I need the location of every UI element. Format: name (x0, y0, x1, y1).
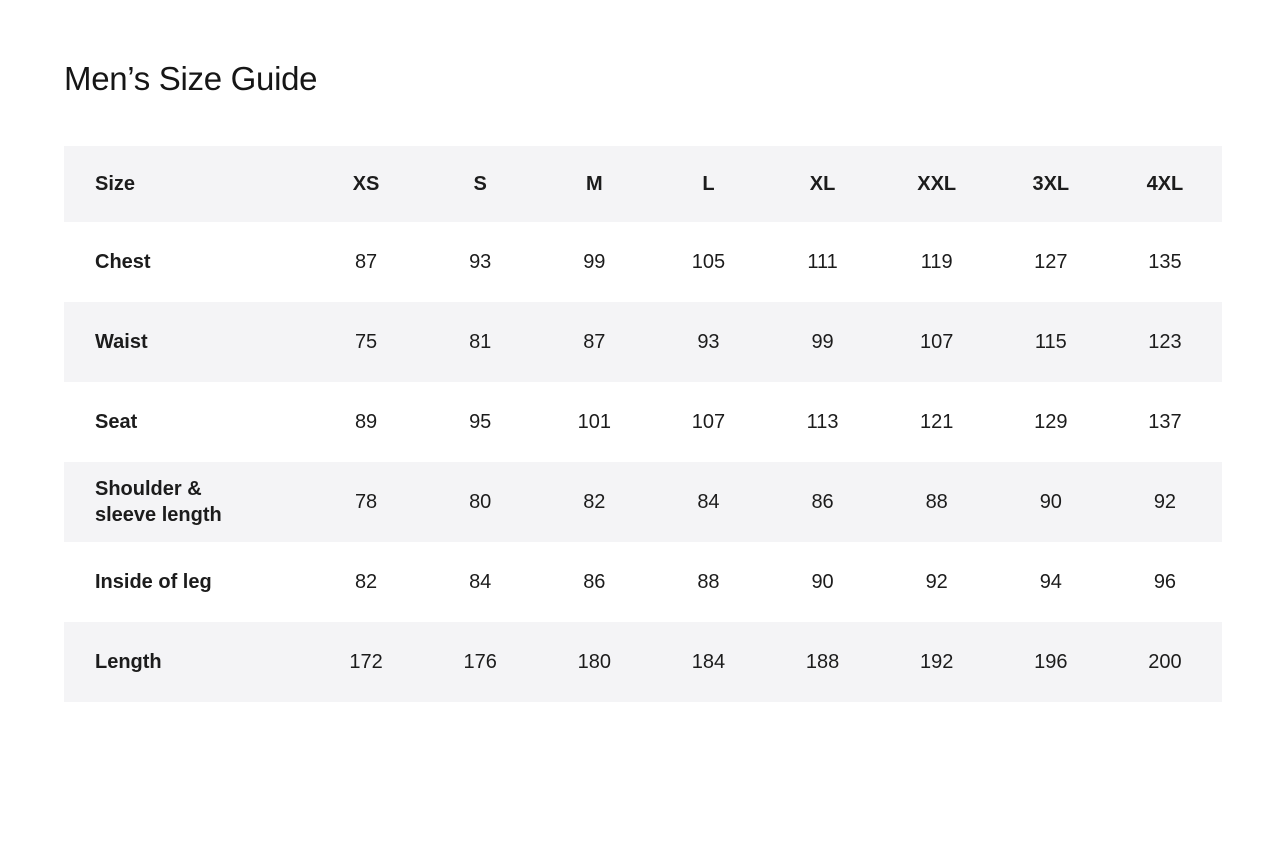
cell-value: 107 (691, 410, 726, 433)
cell-value: 127 (1034, 250, 1068, 273)
cell-value: 96 (1153, 570, 1177, 593)
cell-value: 89 (354, 410, 378, 433)
cell-value: 84 (469, 570, 492, 593)
cell-value: 80 (469, 490, 492, 513)
table-row-waist: Waist 75 81 87 93 99 107 115 123 (64, 302, 1222, 382)
cell-value: 87 (583, 330, 606, 353)
cell-value: 99 (583, 250, 606, 273)
table-row-seat: Seat 89 95 101 107 113 121 129 137 (64, 382, 1222, 462)
row-label-text: Length (95, 651, 162, 673)
cell-value: 101 (577, 410, 611, 433)
row-label-text: Waist (95, 331, 148, 353)
cell-value: 107 (920, 330, 954, 353)
cell-value: 172 (349, 650, 383, 673)
cell-value: 94 (1039, 570, 1062, 593)
cell-value: 111 (807, 250, 838, 273)
cell-value: 84 (697, 490, 720, 513)
cell-value: 88 (697, 570, 720, 593)
size-table-body: Chest 87 93 99 105 111 119 127 135 Waist… (64, 222, 1222, 702)
cell-value: 88 (925, 490, 948, 513)
cell-value: 86 (583, 570, 606, 593)
cell-value: 137 (1148, 410, 1182, 433)
cell-value: 95 (469, 410, 492, 433)
column-header-xxl: XXL (917, 172, 957, 195)
cell-value: 86 (811, 490, 834, 513)
column-header-4xl: 4XL (1146, 172, 1184, 195)
column-header-size: Size (95, 172, 136, 195)
cell-value: 82 (354, 570, 378, 593)
cell-value: 200 (1148, 650, 1182, 673)
cell-value: 92 (925, 570, 948, 593)
cell-value: 196 (1034, 650, 1068, 673)
row-label-text: Shoulder & sleeve length (95, 478, 222, 526)
row-label: Chest (64, 222, 309, 302)
cell-value: 192 (920, 650, 954, 673)
cell-value: 93 (469, 250, 492, 273)
row-label: Shoulder & sleeve length (64, 462, 309, 542)
cell-value: 119 (920, 250, 953, 273)
cell-value: 113 (806, 410, 839, 433)
cell-value: 121 (920, 410, 954, 433)
row-label-text: Chest (95, 251, 151, 273)
table-row-inside-leg: Inside of leg 82 84 86 88 90 92 94 96 (64, 542, 1222, 622)
cell-value: 176 (463, 650, 497, 673)
row-label-text: Inside of leg (95, 571, 212, 593)
cell-value: 129 (1034, 410, 1068, 433)
cell-value: 87 (354, 250, 378, 273)
column-header-m: M (585, 172, 603, 195)
cell-value: 115 (1034, 330, 1067, 353)
cell-value: 92 (1153, 490, 1177, 513)
column-header-l: L (702, 172, 715, 195)
cell-value: 99 (811, 330, 834, 353)
table-row-length: Length 172 176 180 184 188 192 196 200 (64, 622, 1222, 702)
cell-value: 105 (691, 250, 726, 273)
cell-value: 184 (691, 650, 726, 673)
column-header-s: S (473, 172, 487, 195)
cell-value: 188 (805, 650, 840, 673)
cell-value: 123 (1148, 330, 1182, 353)
cell-value: 75 (354, 330, 378, 353)
column-header-xs: XS (352, 172, 380, 195)
row-label: Length (64, 622, 309, 702)
cell-value: 78 (354, 490, 378, 513)
row-label: Waist (64, 302, 309, 382)
row-label-text: Seat (95, 411, 138, 433)
cell-value: 180 (577, 650, 611, 673)
row-label: Seat (64, 382, 309, 462)
cell-value: 90 (811, 570, 834, 593)
table-header-row: Size XS S M L XL XXL 3XL 4XL (64, 146, 1222, 222)
cell-value: 81 (469, 330, 492, 353)
row-label: Inside of leg (64, 542, 309, 622)
size-table: Size XS S M L XL XXL 3XL 4XL Chest 87 93… (64, 146, 1222, 702)
cell-value: 82 (583, 490, 606, 513)
cell-value: 90 (1039, 490, 1062, 513)
table-row-chest: Chest 87 93 99 105 111 119 127 135 (64, 222, 1222, 302)
cell-value: 135 (1148, 250, 1182, 273)
table-row-shoulder-sleeve: Shoulder & sleeve length 78 80 82 84 86 … (64, 462, 1222, 542)
column-header-xl: XL (809, 172, 836, 195)
column-header-3xl: 3XL (1032, 172, 1070, 195)
cell-value: 93 (697, 330, 720, 353)
size-table-header: Size XS S M L XL XXL 3XL 4XL (64, 146, 1222, 222)
page-title: Men’s Size Guide (64, 60, 318, 97)
